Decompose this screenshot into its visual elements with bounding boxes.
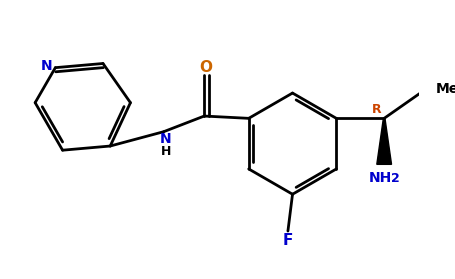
Text: Me: Me bbox=[436, 82, 455, 96]
Text: O: O bbox=[200, 60, 212, 75]
Text: R: R bbox=[372, 103, 382, 116]
Text: N: N bbox=[40, 59, 52, 73]
Text: F: F bbox=[283, 233, 293, 248]
Text: H: H bbox=[161, 145, 171, 158]
Text: 2: 2 bbox=[391, 172, 399, 185]
Polygon shape bbox=[377, 119, 391, 164]
Text: N: N bbox=[160, 132, 172, 146]
Text: NH: NH bbox=[369, 171, 392, 185]
